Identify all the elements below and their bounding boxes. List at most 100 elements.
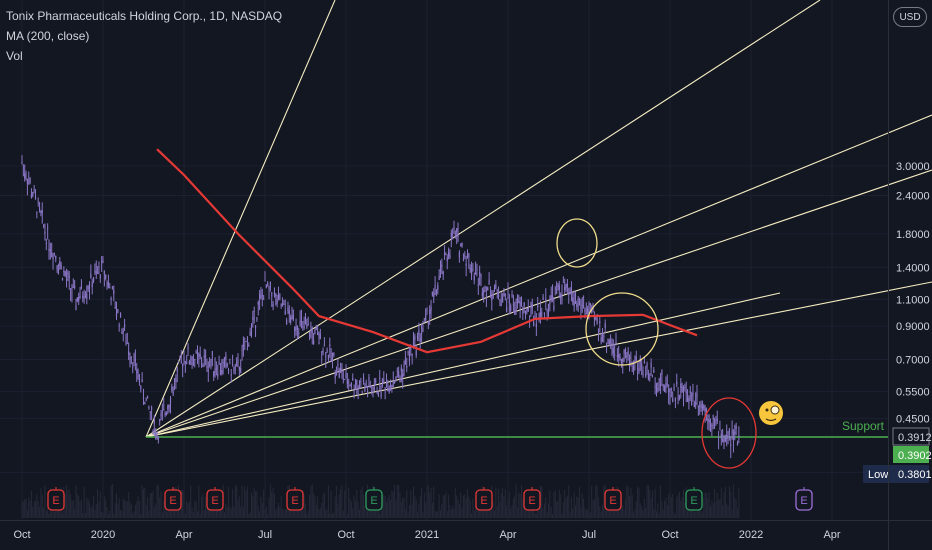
- volume-bar: [458, 504, 460, 518]
- volume-bar: [664, 500, 666, 518]
- candle-body: [288, 310, 290, 315]
- currency-button[interactable]: USD: [893, 7, 927, 27]
- chart-legend: Tonix Pharmaceuticals Holding Corp., 1D,…: [6, 6, 282, 66]
- volume-bar: [379, 513, 381, 518]
- candle-body: [63, 271, 65, 273]
- candle-body: [470, 271, 473, 276]
- volume-bar: [506, 505, 508, 518]
- volume-bar: [327, 485, 329, 518]
- volume-bar: [629, 496, 630, 518]
- volume-bar: [260, 496, 262, 518]
- candle-body: [267, 282, 269, 287]
- volume-bar: [70, 494, 72, 518]
- volume-bar: [190, 485, 192, 518]
- candle-body: [184, 360, 186, 363]
- volume-bar: [80, 499, 82, 518]
- candle-body: [24, 173, 26, 179]
- candle-body: [385, 382, 388, 384]
- candle-body: [95, 271, 97, 274]
- candle-body: [473, 275, 475, 281]
- candle-body: [105, 274, 107, 279]
- volume-bar: [28, 497, 30, 518]
- fan-line: [145, 281, 932, 438]
- volume-bar: [495, 487, 497, 518]
- candle-body: [469, 268, 471, 273]
- candle-body: [488, 279, 490, 285]
- volume-bar: [399, 493, 401, 518]
- candle-body: [273, 291, 276, 295]
- earnings-letter: E: [480, 495, 487, 507]
- volume-bar: [182, 489, 184, 518]
- candle-body: [412, 342, 415, 348]
- candle-body: [415, 350, 417, 356]
- volume-bar: [438, 494, 440, 518]
- candle-body: [330, 357, 332, 363]
- candle-body: [466, 254, 469, 257]
- ma-200-line: [156, 148, 698, 354]
- volume-bar: [468, 496, 470, 518]
- volume-bar: [630, 487, 632, 518]
- volume-bar: [576, 496, 578, 518]
- candle-body: [657, 387, 659, 393]
- volume-bar: [738, 488, 740, 518]
- candle-body: [161, 411, 163, 413]
- candle-body: [512, 304, 514, 306]
- candle-body: [74, 285, 76, 288]
- candle-body: [664, 386, 666, 393]
- candle-body: [248, 344, 250, 346]
- volume-bar: [306, 513, 308, 518]
- candle-body: [719, 428, 721, 430]
- volume-bar: [387, 497, 389, 518]
- volume-bar: [101, 511, 103, 518]
- candle-body: [564, 286, 566, 291]
- candle-body: [692, 392, 694, 397]
- candle-body: [253, 310, 255, 312]
- volume-bar: [726, 503, 728, 518]
- volume-bar: [724, 486, 726, 518]
- volume-bar: [471, 512, 473, 518]
- volume-bar: [183, 492, 185, 518]
- volume-bar: [359, 509, 360, 518]
- volume-bar: [437, 510, 439, 518]
- candle-body: [442, 271, 444, 275]
- volume-bar: [134, 504, 136, 518]
- volume-bar: [342, 510, 344, 518]
- volume-bar: [368, 504, 370, 518]
- candle-body: [433, 293, 435, 298]
- candle-body: [133, 354, 135, 358]
- x-tick-label: Apr: [499, 529, 516, 541]
- volume-bar: [695, 512, 697, 518]
- volume-bar: [394, 484, 396, 518]
- candle-body: [684, 387, 686, 389]
- candle-body: [59, 261, 61, 266]
- candle-body: [599, 321, 601, 324]
- candle-body: [367, 390, 369, 393]
- volume-bar: [259, 511, 261, 518]
- candle-body: [645, 374, 647, 377]
- candle-body: [695, 402, 697, 404]
- candle-body: [427, 321, 429, 324]
- candle-body: [375, 380, 377, 382]
- candle-body: [647, 374, 649, 379]
- candle-body: [53, 253, 55, 255]
- candle-body: [634, 360, 636, 362]
- volume-bar: [310, 486, 312, 518]
- volume-bar: [240, 506, 242, 518]
- volume-bar: [442, 495, 444, 518]
- candle-body: [171, 386, 173, 391]
- volume-bar: [569, 512, 571, 518]
- volume-bar: [419, 496, 421, 518]
- volume-bar: [86, 497, 88, 518]
- candle-body: [596, 317, 598, 324]
- candle-body: [577, 298, 579, 301]
- volume-bar: [98, 502, 100, 518]
- candle-body: [547, 304, 550, 309]
- candle-body: [678, 395, 681, 398]
- candle-body: [560, 294, 562, 296]
- volume-bar: [313, 493, 315, 518]
- volume-bar: [599, 506, 601, 518]
- candle-body: [655, 382, 658, 387]
- candle-body: [381, 378, 384, 383]
- volume-bar: [475, 504, 477, 518]
